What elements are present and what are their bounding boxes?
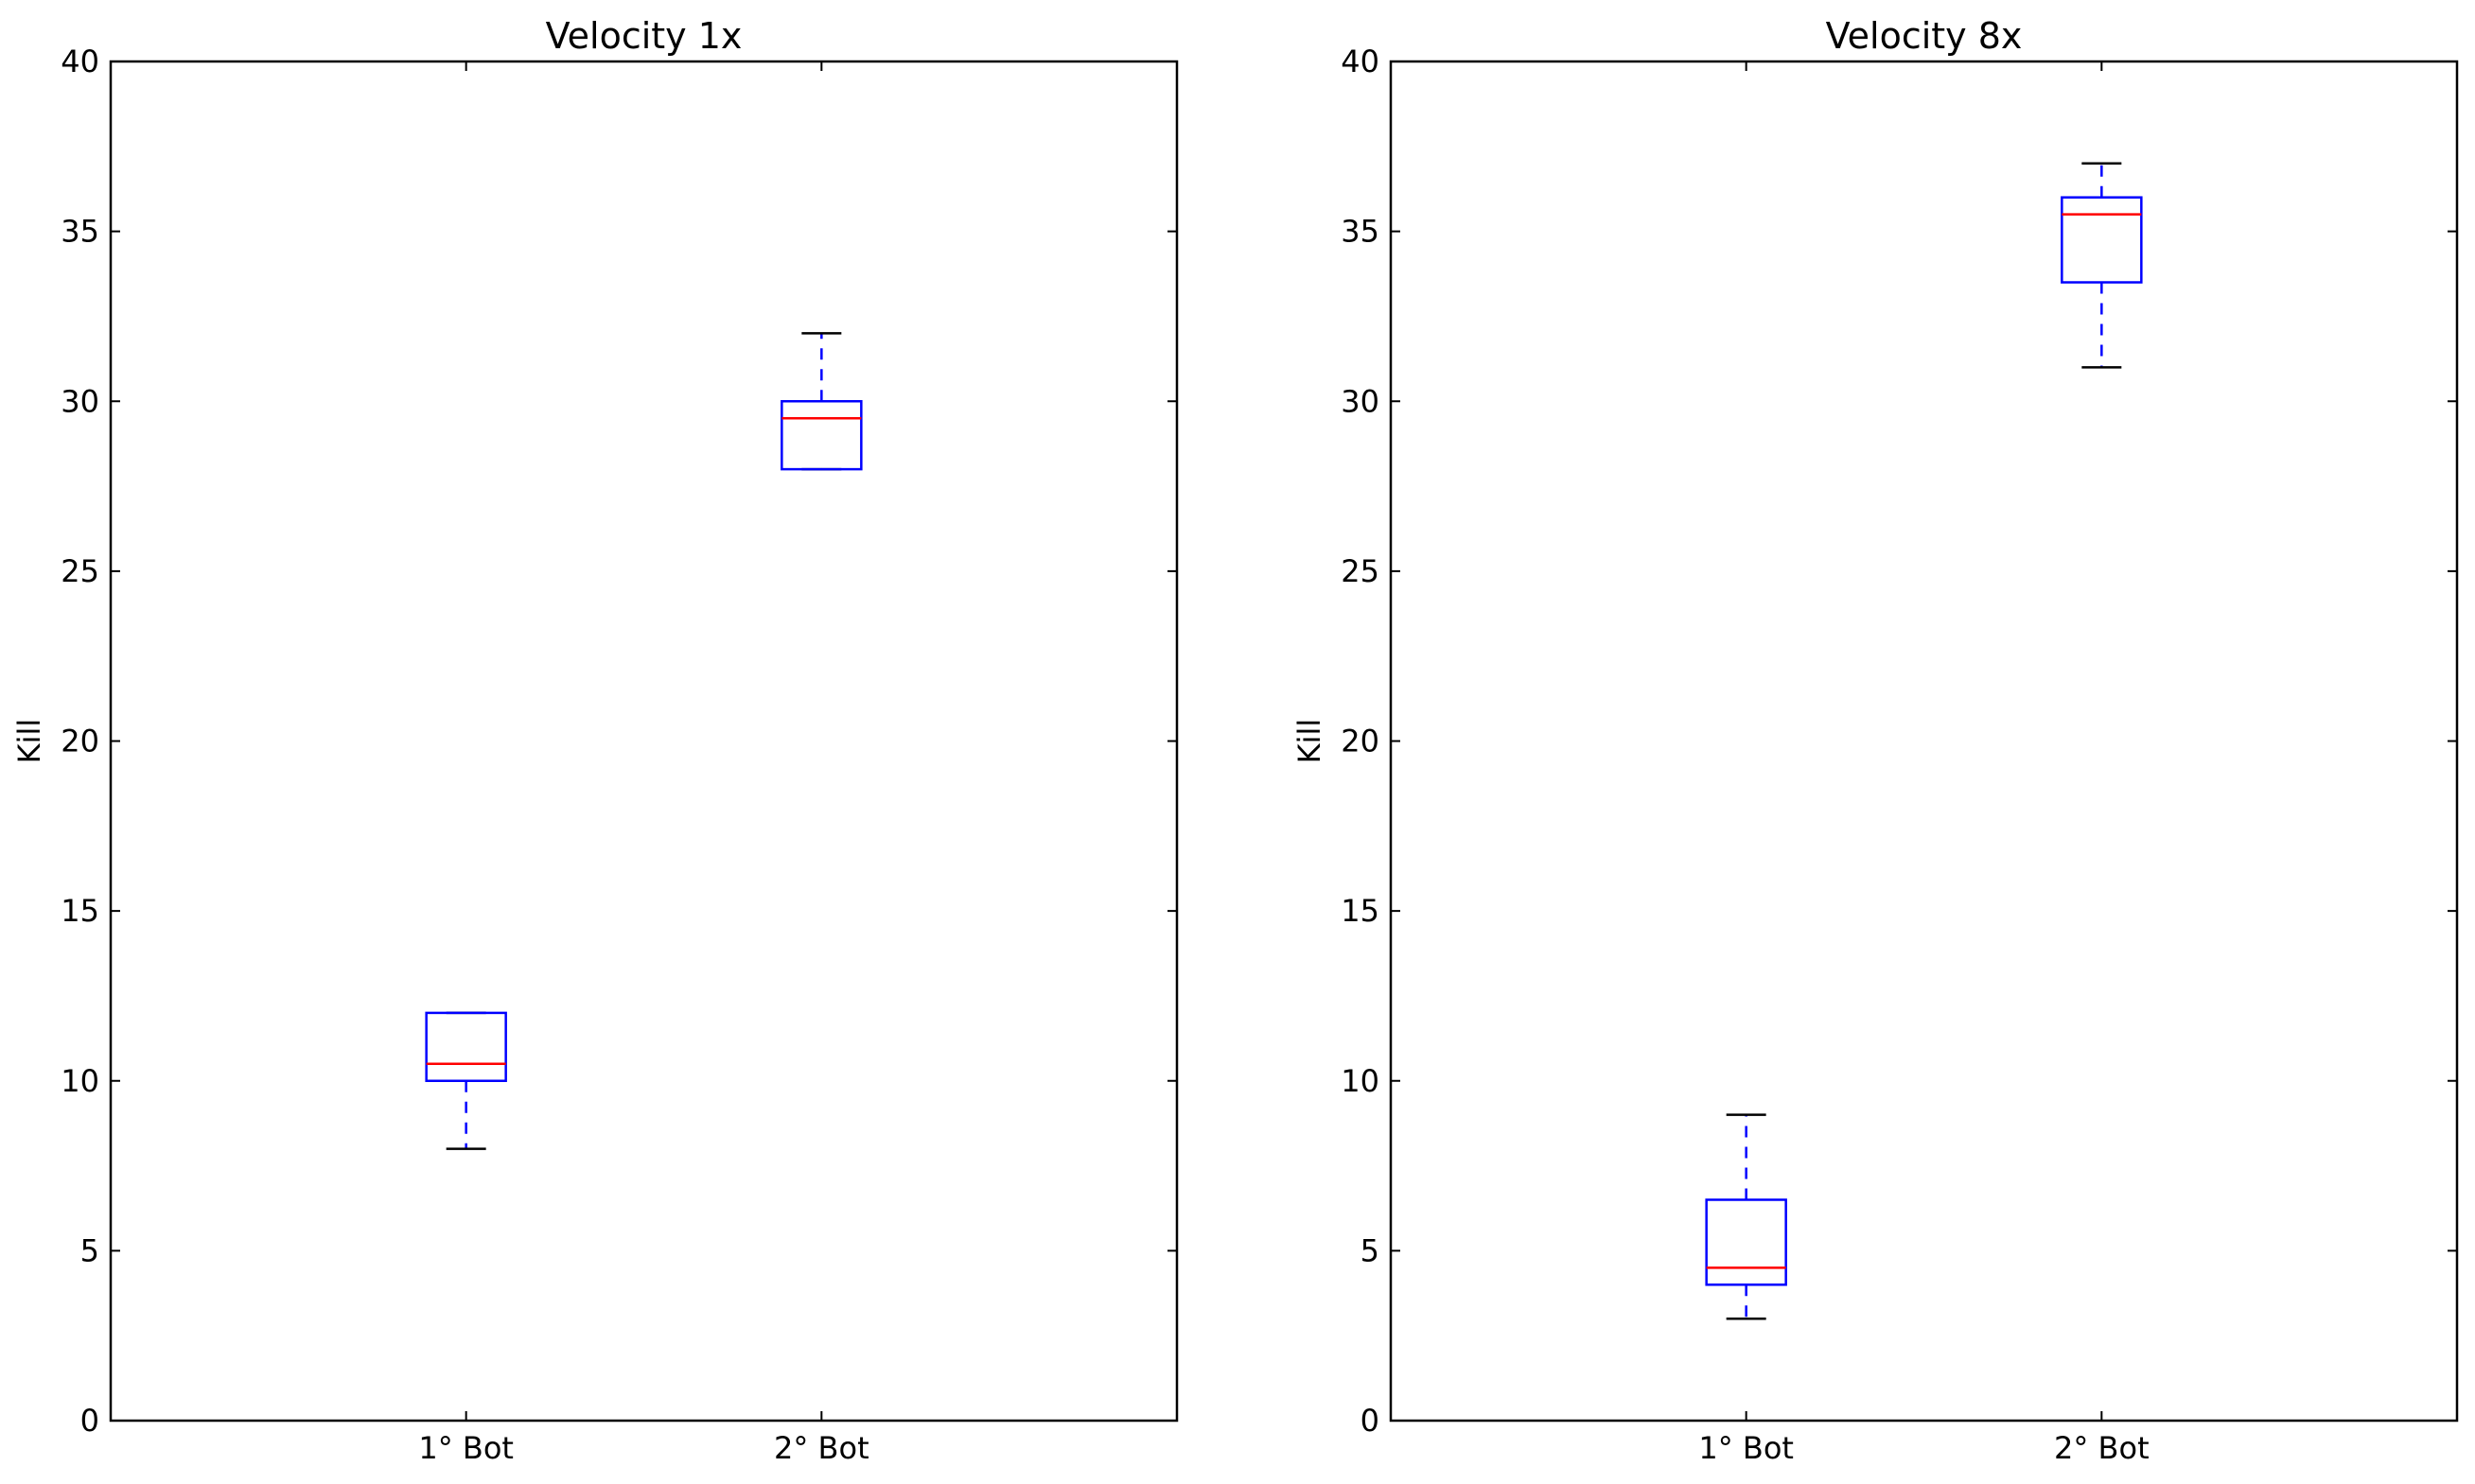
x-tick-label: 1° Bot <box>418 1430 514 1466</box>
chart-panel-1: Velocity 1x Kill 0 5 10 15 20 25 30 35 40 1° Bot 2° … <box>11 15 1179 1466</box>
y-tick-label: 15 <box>61 893 99 929</box>
box-iqr <box>425 1011 507 1083</box>
box-plot-2 <box>2061 162 2143 369</box>
y-axis-label: Kill <box>11 719 47 764</box>
box-iqr <box>2061 196 2143 284</box>
y-tick-label: 40 <box>1341 44 1379 79</box>
y-tick-label: 0 <box>1360 1403 1379 1439</box>
y-tick-label: 20 <box>1341 724 1379 759</box>
x-tick-label: 2° Bot <box>2054 1430 2150 1466</box>
x-tick-label: 2° Bot <box>774 1430 869 1466</box>
y-tick-label: 35 <box>61 214 99 250</box>
y-tick-label: 0 <box>80 1403 99 1439</box>
chart-panel-2: Velocity 8x Kill 0 5 10 15 20 25 30 35 40 1° Bot 2° … <box>1291 15 2459 1466</box>
y-tick-label: 20 <box>61 724 99 759</box>
y-tick-label: 40 <box>61 44 99 79</box>
y-tick-label: 5 <box>80 1232 99 1268</box>
chart-title: Velocity 8x <box>1826 15 2023 57</box>
box-iqr <box>781 400 863 471</box>
y-axis-label: Kill <box>1291 719 1327 764</box>
box-iqr <box>1705 1198 1787 1286</box>
y-tick-label: 25 <box>61 553 99 589</box>
x-tick-label: 1° Bot <box>1698 1430 1794 1466</box>
box-plot-2 <box>781 332 863 471</box>
plot-frame <box>109 60 1179 1423</box>
y-tick-label: 25 <box>1341 553 1379 589</box>
y-tick-label: 10 <box>61 1063 99 1099</box>
y-tick-label: 30 <box>1341 383 1379 419</box>
chart-title: Velocity 1x <box>546 15 743 57</box>
box-plot-1 <box>1705 1113 1787 1320</box>
y-tick-label: 5 <box>1360 1232 1379 1268</box>
box-plot-1 <box>425 1011 507 1150</box>
y-tick-label: 10 <box>1341 1063 1379 1099</box>
y-tick-label: 35 <box>1341 214 1379 250</box>
y-tick-label: 30 <box>61 383 99 419</box>
y-tick-label: 15 <box>1341 893 1379 929</box>
plot-frame <box>1389 60 2459 1423</box>
